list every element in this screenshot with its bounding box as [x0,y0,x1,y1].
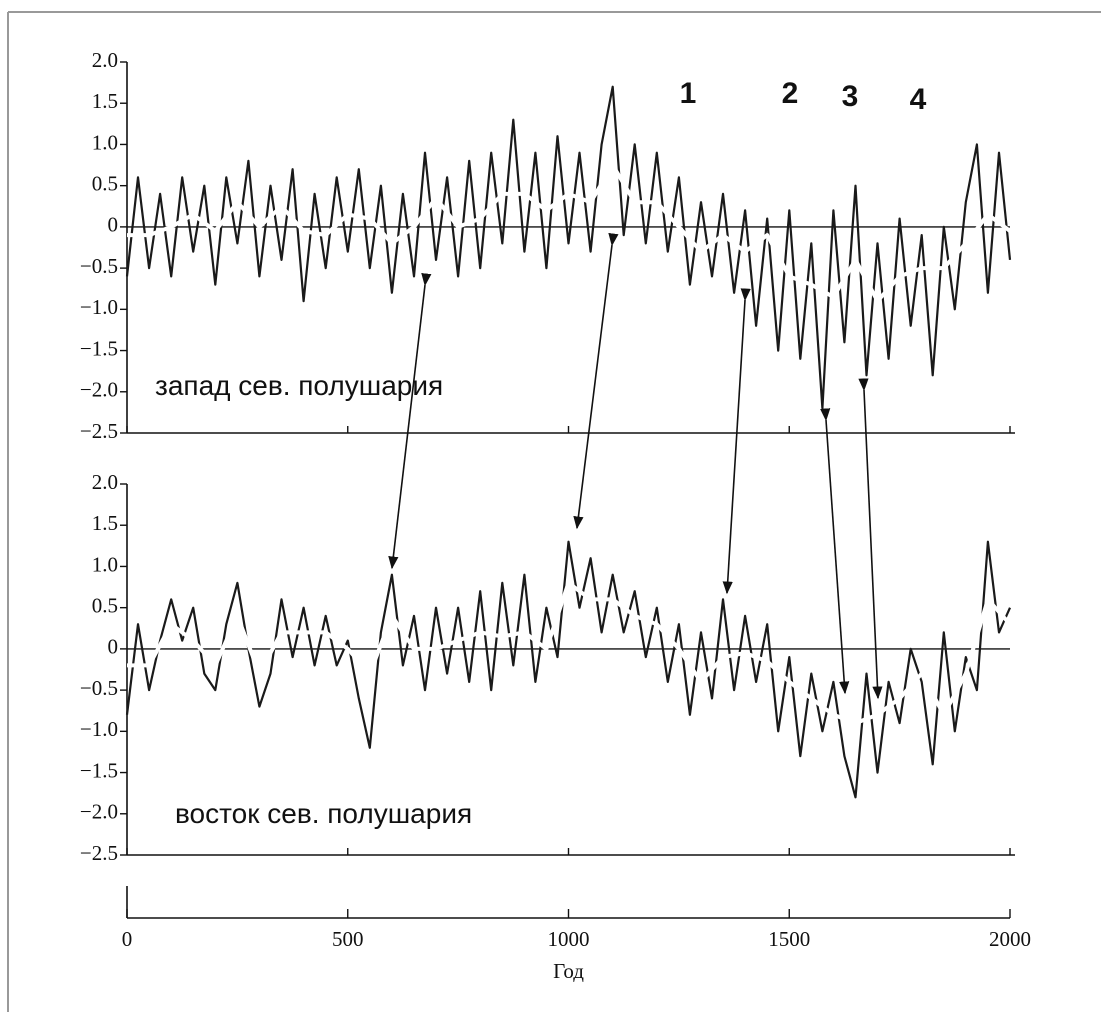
panel-label: запад сев. полушария [155,370,443,401]
panel-label: восток сев. полушария [175,798,472,829]
y-tick-label: 0.5 [92,593,118,617]
y-tick-label: 1.0 [92,130,118,154]
y-tick-label: −1.0 [80,717,118,741]
y-tick-label: −1.0 [80,295,118,319]
smoothed-line [127,163,1012,304]
y-tick-label: 0 [108,213,119,237]
arrows [388,232,883,700]
y-tick-label: 1.5 [92,89,118,113]
plots: 2.0 1.5 1.0 0.5 0 −0.5 −1.0 −1.5 −2.0 −2.5 запад с… [80,48,1031,983]
y-tick-label: −2.5 [80,841,118,865]
y-tick-label: 1.5 [92,511,118,535]
annotation: 4 [910,83,927,116]
arrow [573,232,619,530]
x-axis-label: Год [553,959,584,983]
arrow [722,288,751,595]
x-tick-label: 1500 [768,927,810,951]
arrow [858,378,883,700]
annotation: 1 [680,77,697,110]
x-tick-label: 2000 [989,927,1031,951]
y-tick-label: −0.5 [80,676,118,700]
x-tick-label: 500 [332,927,364,951]
y-tick-label: −2.0 [80,378,118,402]
y-tick-label: 0 [108,635,119,659]
annotation: 2 [782,77,799,110]
y-tick-label: −2.5 [80,419,118,443]
y-tick-label: 2.0 [92,48,118,72]
y-tick-label: −2.0 [80,800,118,824]
arrow [388,272,432,570]
annotation: 3 [842,80,859,113]
arrow [820,408,850,695]
smoothed-line [127,580,1012,726]
y-tick-label: 2.0 [92,470,118,494]
y-tick-label: 1.0 [92,552,118,576]
x-tick-label: 0 [122,927,133,951]
x-tick-label: 1000 [548,927,590,951]
y-tick-label: −1.5 [80,758,118,782]
data-line [125,85,1012,410]
y-tick-label: −1.5 [80,336,118,360]
y-tick-label: −0.5 [80,254,118,278]
y-tick-label: 0.5 [92,171,118,195]
